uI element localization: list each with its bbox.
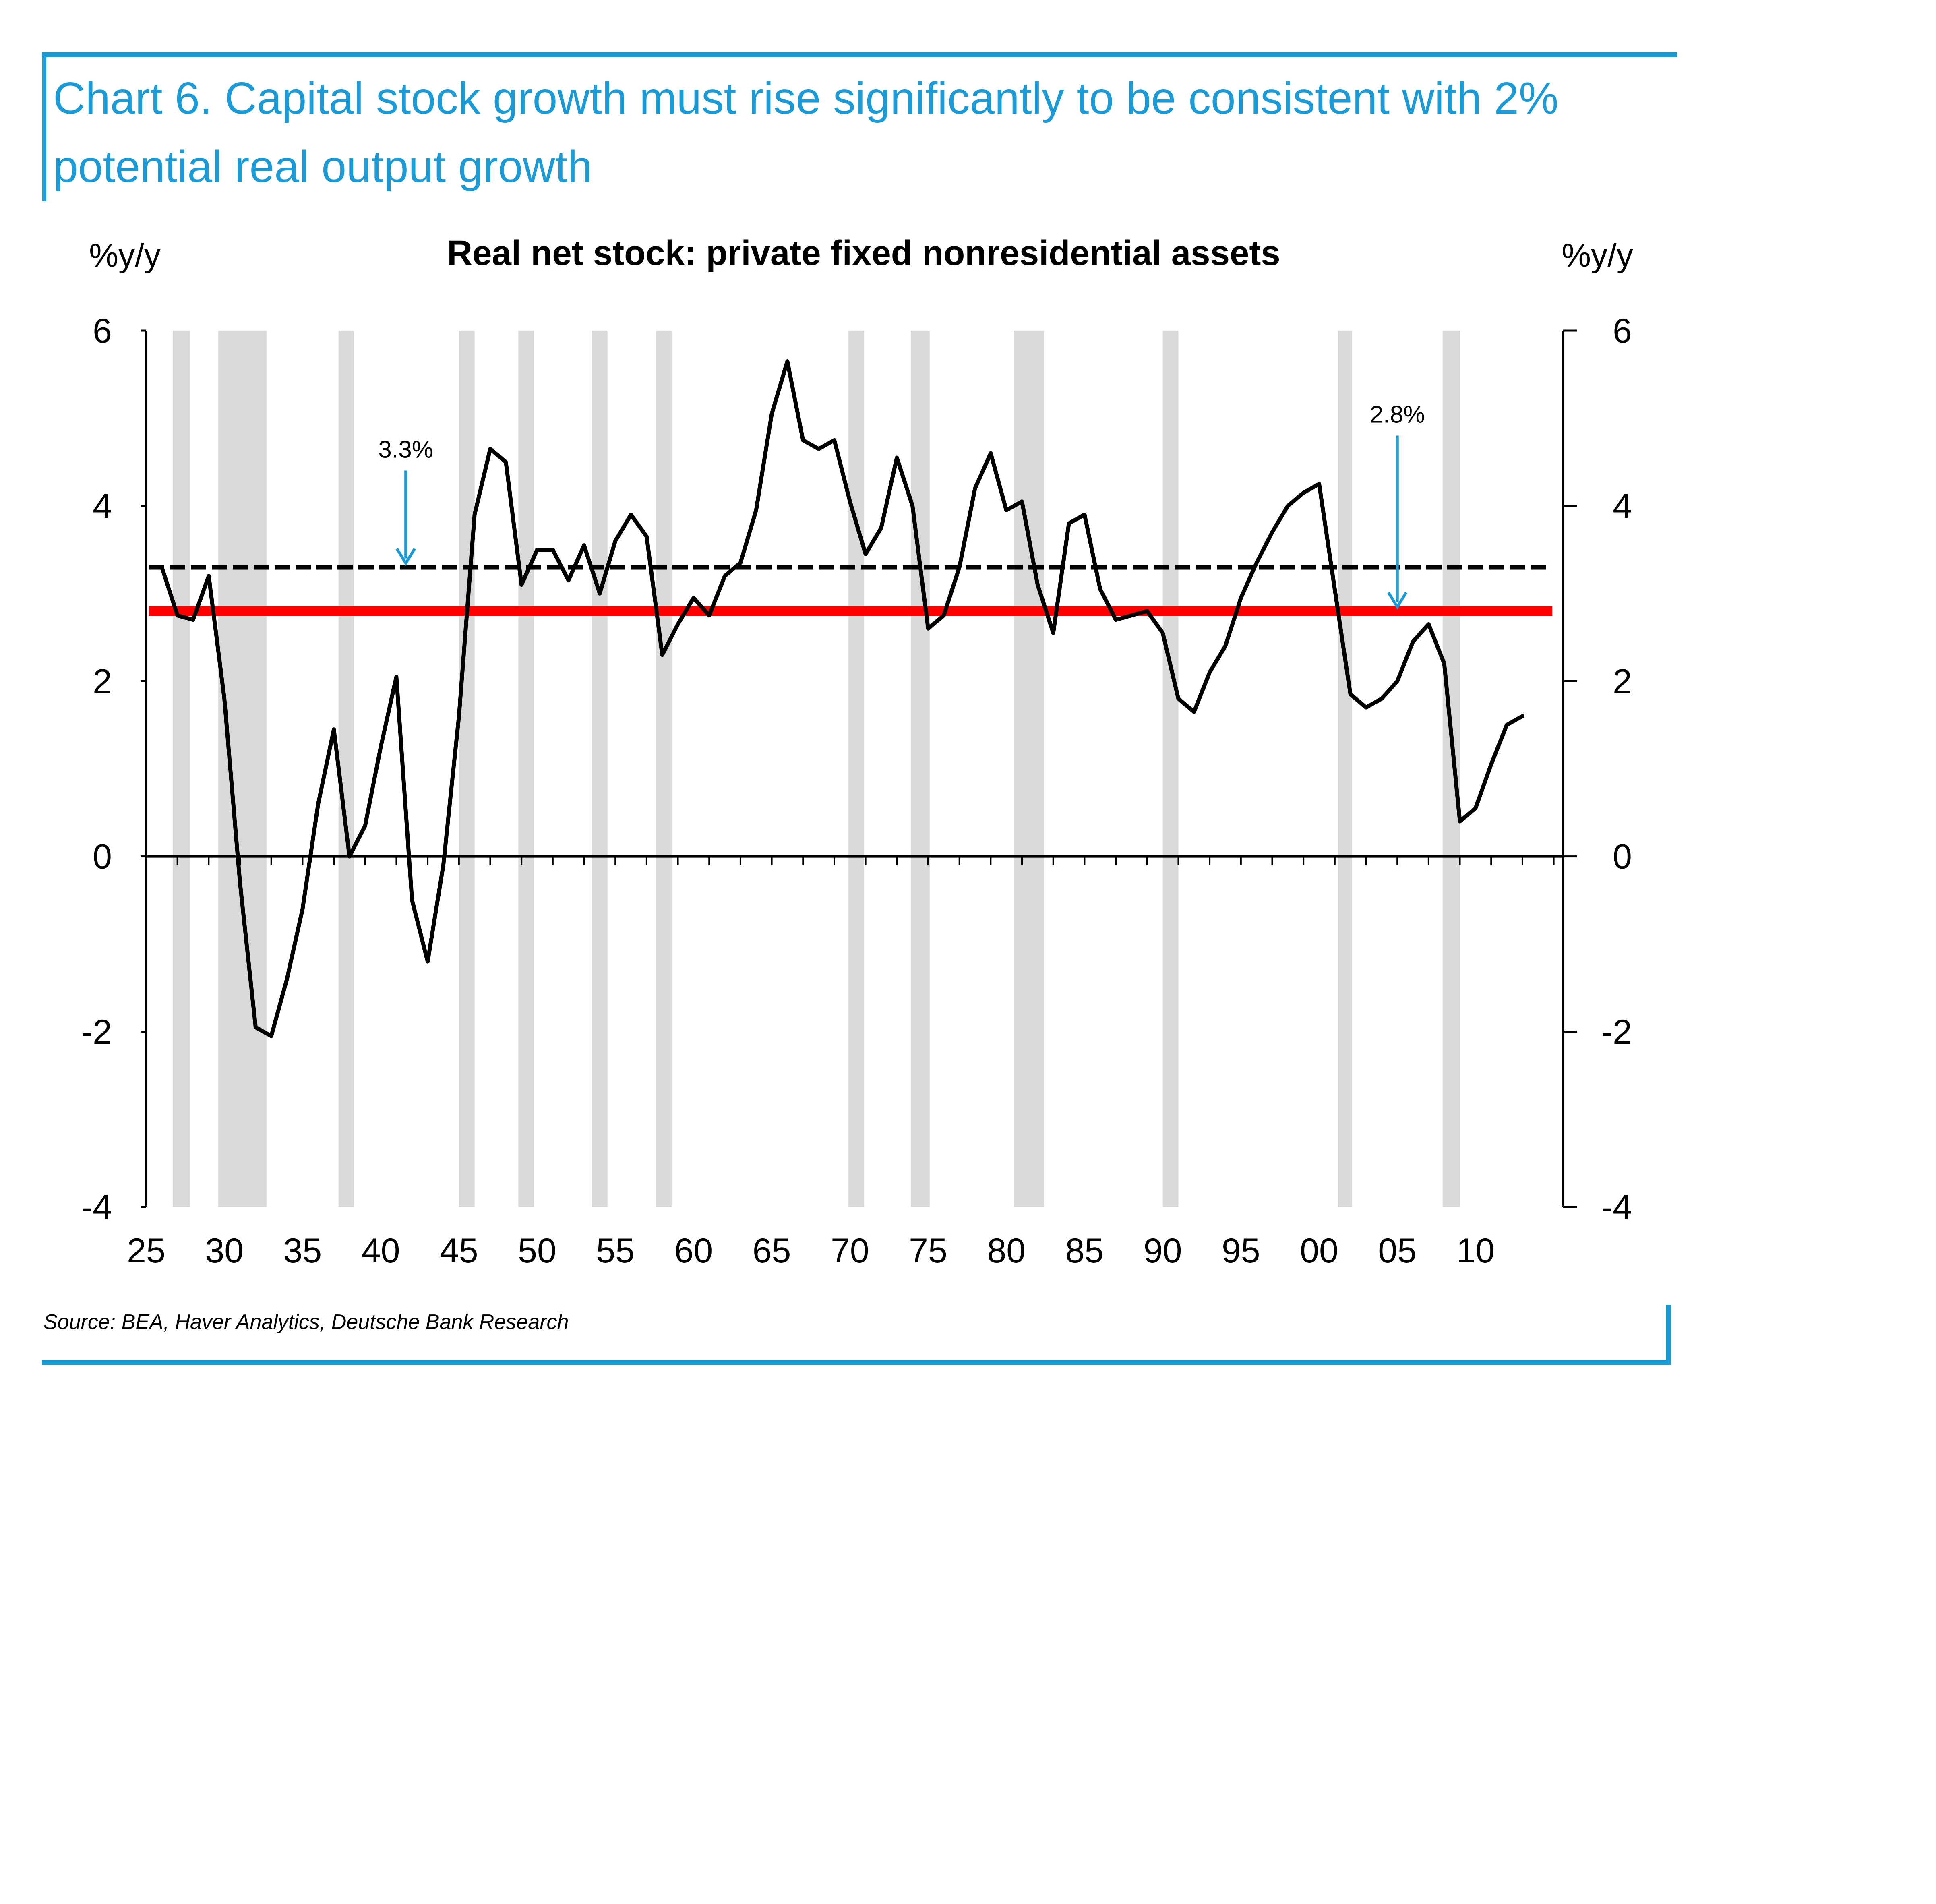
y-tick-label-left: 6 (93, 312, 112, 350)
x-tick-label: 75 (909, 1231, 947, 1270)
annotation-arrow-head-2 (1387, 592, 1408, 610)
x-tick-label: 30 (205, 1231, 244, 1270)
y-tick-label-right: -2 (1601, 1013, 1632, 1051)
x-tick-label: 80 (987, 1231, 1026, 1270)
y-tick-label-left: -4 (81, 1188, 112, 1227)
recession-band-13 (1442, 331, 1460, 1207)
x-tick-label: 50 (518, 1231, 556, 1270)
x-tick-label: 60 (674, 1231, 713, 1270)
y-tick-label-right: 2 (1613, 662, 1632, 701)
y-axis-unit-right: %y/y (1562, 237, 1633, 274)
recession-band-10 (1014, 331, 1044, 1207)
annotation-arrow-head-1 (395, 548, 416, 566)
recession-band-11 (1162, 331, 1179, 1207)
series-line-1 (159, 359, 1524, 1038)
y-tick-label-left: 4 (93, 487, 112, 526)
y-tick-label-right: 6 (1613, 312, 1632, 350)
annotations: 3.3% 2.8% (378, 401, 1425, 610)
y-tick-label-left: 0 (93, 838, 112, 876)
recession-band-9 (911, 331, 930, 1207)
x-tick-label: 25 (127, 1231, 165, 1270)
y-tick-label-right: -4 (1601, 1188, 1632, 1227)
x-tick-label: 70 (831, 1231, 869, 1270)
annotation-label-1: 3.3% (378, 436, 433, 463)
y-tick-label-right: 0 (1613, 838, 1632, 876)
recession-band-2 (218, 331, 267, 1207)
x-tick-label: 10 (1456, 1231, 1495, 1270)
recession-band-8 (848, 331, 864, 1207)
recession-band-7 (656, 331, 672, 1207)
x-tick-label: 90 (1144, 1231, 1182, 1270)
annotation-label-2: 2.8% (1370, 401, 1425, 428)
x-tick-label: 95 (1222, 1231, 1260, 1270)
recession-band-6 (592, 331, 608, 1207)
recession-band-3 (338, 331, 354, 1207)
x-tick-label: 65 (753, 1231, 791, 1270)
recession-bands (173, 331, 1460, 1207)
recession-band-5 (518, 331, 534, 1207)
chart-source: Source: BEA, Haver Analytics, Deutsche B… (43, 1310, 569, 1334)
x-tick-label: 00 (1300, 1231, 1338, 1270)
axes: -4 -4-2 -20 02 24 46 625 30 35 40 45 50 55 60 65 70 75 80… (81, 312, 1632, 1270)
x-tick-label: 40 (362, 1231, 400, 1270)
y-tick-label-left: 2 (93, 662, 112, 701)
x-tick-label: 35 (283, 1231, 322, 1270)
x-tick-label: 05 (1378, 1231, 1417, 1270)
chart-subtitle: Real net stock: private fixed nonresiden… (447, 234, 1280, 273)
x-tick-label: 55 (596, 1231, 635, 1270)
y-axis-unit-left: %y/y (89, 237, 161, 274)
y-tick-label-left: -2 (81, 1013, 112, 1051)
data-series (159, 359, 1524, 1038)
recession-band-12 (1338, 331, 1352, 1207)
y-tick-label-right: 4 (1613, 487, 1632, 526)
x-tick-label: 45 (440, 1231, 478, 1270)
chart-title-line-2: potential real output growth (53, 142, 592, 192)
reference-lines (149, 565, 1552, 616)
recession-band-4 (459, 331, 475, 1207)
x-tick-label: 85 (1065, 1231, 1104, 1270)
recession-band-1 (173, 331, 190, 1207)
chart-title-line-1: Chart 6. Capital stock growth must rise … (53, 73, 1559, 123)
